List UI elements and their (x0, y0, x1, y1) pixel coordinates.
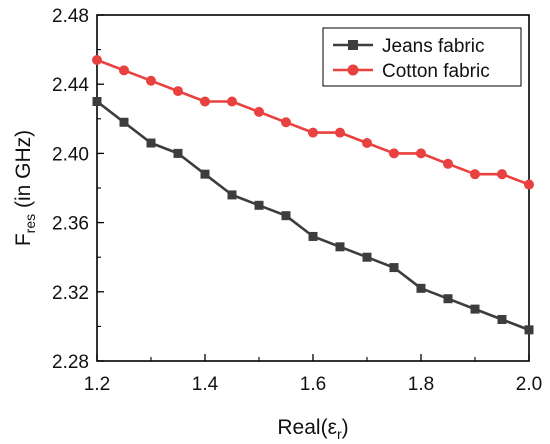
series-layer (92, 54, 534, 335)
data-point-cotton (146, 75, 156, 86)
data-point-cotton (308, 127, 318, 138)
y-tick-label: 2.32 (52, 283, 89, 304)
y-tick-label: 2.44 (52, 75, 89, 96)
data-point-cotton (200, 96, 210, 107)
data-point-jeans (227, 190, 237, 200)
x-tick-label: 1.2 (84, 374, 110, 395)
y-axis: 2.28 2.32 2.36 2.40 2.44 2.48 (52, 6, 104, 373)
data-point-cotton (173, 86, 183, 97)
series-jeans (92, 97, 534, 335)
data-point-cotton (524, 179, 534, 190)
data-point-jeans (200, 169, 210, 179)
data-point-jeans (443, 294, 453, 304)
x-tick-label: 2.0 (516, 374, 542, 395)
data-point-jeans (416, 283, 426, 293)
data-point-jeans (362, 252, 372, 262)
data-point-jeans (92, 97, 102, 106)
data-point-jeans (335, 242, 345, 252)
legend-label-cotton: Cotton fabric (382, 61, 490, 82)
data-point-cotton (443, 158, 453, 169)
x-axis-title-sub: r (337, 426, 342, 442)
x-tick-label: 1.6 (300, 374, 326, 395)
data-point-cotton (389, 148, 399, 159)
data-point-cotton (281, 117, 291, 128)
y-axis-title-main: F (12, 233, 35, 246)
data-point-cotton (497, 169, 507, 180)
y-tick-label: 2.40 (52, 144, 89, 165)
data-point-cotton (362, 138, 372, 149)
x-axis-title: Real(εr) (277, 416, 348, 442)
y-axis-title: Fres (in GHz) (12, 130, 38, 246)
data-point-cotton (335, 127, 345, 138)
data-point-jeans (146, 138, 156, 148)
data-point-jeans (308, 231, 318, 241)
legend-marker-jeans (348, 40, 358, 50)
legend-marker-cotton (347, 64, 359, 76)
data-point-jeans (173, 148, 183, 158)
data-point-jeans (119, 117, 129, 127)
x-axis-title-main: Real(ε (277, 416, 337, 439)
series-cotton (92, 54, 534, 190)
data-point-cotton (92, 54, 102, 65)
x-tick-label: 1.4 (192, 374, 219, 395)
data-point-cotton (254, 106, 264, 117)
data-point-jeans (497, 314, 507, 324)
data-point-cotton (227, 96, 237, 107)
legend-label-jeans: Jeans fabric (382, 36, 484, 57)
data-point-jeans (470, 304, 480, 314)
data-point-jeans (281, 211, 291, 221)
legend-box (322, 27, 522, 87)
data-point-cotton (416, 148, 426, 159)
y-tick-label: 2.48 (52, 6, 89, 27)
data-point-cotton (470, 169, 480, 180)
legend: Jeans fabric Cotton fabric (322, 27, 522, 87)
data-point-jeans (254, 200, 264, 210)
y-tick-label: 2.28 (52, 352, 89, 373)
x-axis: 1.2 1.4 1.6 1.8 2.0 (84, 354, 542, 395)
x-axis-title-close: ) (342, 416, 349, 439)
data-point-jeans (389, 263, 399, 273)
y-tick-label: 2.36 (52, 214, 89, 235)
data-point-cotton (119, 65, 129, 76)
x-tick-label: 1.8 (408, 374, 434, 395)
y-axis-title-sub: res (22, 214, 38, 233)
y-axis-title-rest: (in GHz) (12, 130, 35, 214)
data-point-jeans (524, 325, 534, 335)
